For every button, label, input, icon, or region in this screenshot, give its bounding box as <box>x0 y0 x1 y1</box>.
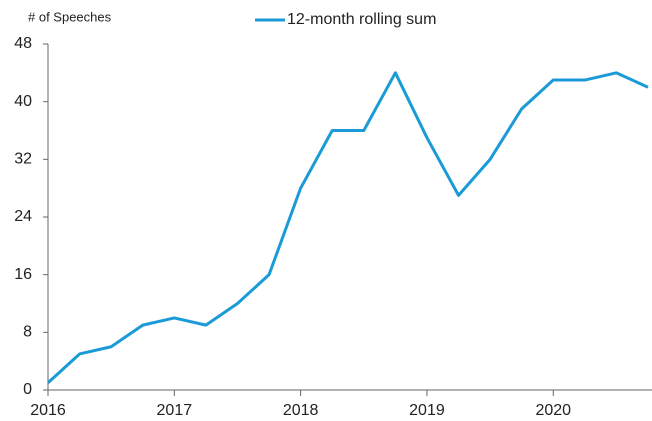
y-tick-label: 48 <box>14 35 32 52</box>
legend-label: 12-month rolling sum <box>287 11 436 28</box>
x-tick-label: 2019 <box>409 402 445 419</box>
y-tick-label: 32 <box>14 151 32 168</box>
y-tick-label: 40 <box>14 93 32 110</box>
x-tick-label: 2017 <box>157 402 193 419</box>
x-tick-label: 2016 <box>30 402 66 419</box>
y-axis-label: # of Speeches <box>28 9 112 24</box>
data-line <box>46 71 649 384</box>
y-tick-label: 16 <box>14 266 32 283</box>
y-tick-label: 24 <box>14 208 32 225</box>
x-tick-label: 2020 <box>535 402 571 419</box>
y-tick-label: 8 <box>23 324 32 341</box>
x-tick-label: 2018 <box>283 402 319 419</box>
y-tick-label: 0 <box>23 381 32 398</box>
